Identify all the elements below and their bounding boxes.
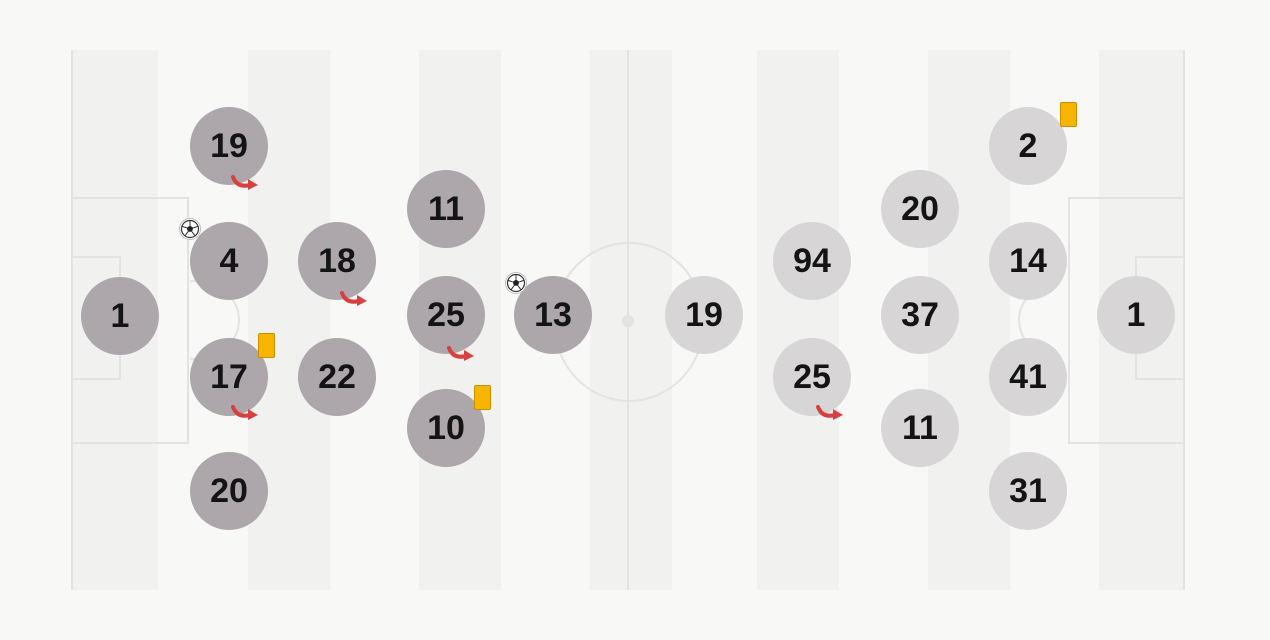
home-player-10[interactable]: 10 — [407, 389, 485, 467]
home-player-17[interactable]: 17 — [190, 338, 268, 416]
away-player-11[interactable]: 11 — [881, 389, 959, 467]
away-player-1[interactable]: 1 — [1097, 276, 1175, 354]
home-player-19[interactable]: 19 — [190, 107, 268, 185]
away-player-25[interactable]: 25 — [773, 338, 851, 416]
substitution-arrow-icon — [231, 175, 258, 190]
home-player-4[interactable]: 4 — [190, 222, 268, 300]
away-player-41[interactable]: 41 — [989, 338, 1067, 416]
substitution-arrow-icon — [447, 346, 474, 361]
right-penalty-area — [1068, 197, 1185, 444]
pitch-stripe — [757, 50, 839, 590]
soccer-ball-icon — [179, 218, 201, 240]
away-player-20[interactable]: 20 — [881, 170, 959, 248]
soccer-ball-icon — [505, 272, 527, 294]
left-goal-line — [71, 50, 73, 590]
home-player-13[interactable]: 13 — [514, 276, 592, 354]
yellow-card-icon — [1060, 102, 1077, 127]
home-player-1[interactable]: 1 — [81, 277, 159, 355]
away-player-94[interactable]: 94 — [773, 222, 851, 300]
home-player-20[interactable]: 20 — [190, 452, 268, 530]
left-penalty-area — [71, 197, 189, 444]
away-player-14[interactable]: 14 — [989, 222, 1067, 300]
away-player-19[interactable]: 19 — [665, 276, 743, 354]
home-player-18[interactable]: 18 — [298, 222, 376, 300]
away-player-37[interactable]: 37 — [881, 276, 959, 354]
right-goal-line — [1183, 50, 1185, 590]
away-player-31[interactable]: 31 — [989, 452, 1067, 530]
yellow-card-icon — [258, 333, 275, 358]
substitution-arrow-icon — [340, 291, 367, 306]
away-player-2[interactable]: 2 — [989, 107, 1067, 185]
home-player-11[interactable]: 11 — [407, 170, 485, 248]
substitution-arrow-icon — [816, 405, 843, 420]
yellow-card-icon — [474, 385, 491, 410]
home-player-25[interactable]: 25 — [407, 276, 485, 354]
home-player-22[interactable]: 22 — [298, 338, 376, 416]
substitution-arrow-icon — [231, 405, 258, 420]
center-spot — [622, 315, 634, 327]
